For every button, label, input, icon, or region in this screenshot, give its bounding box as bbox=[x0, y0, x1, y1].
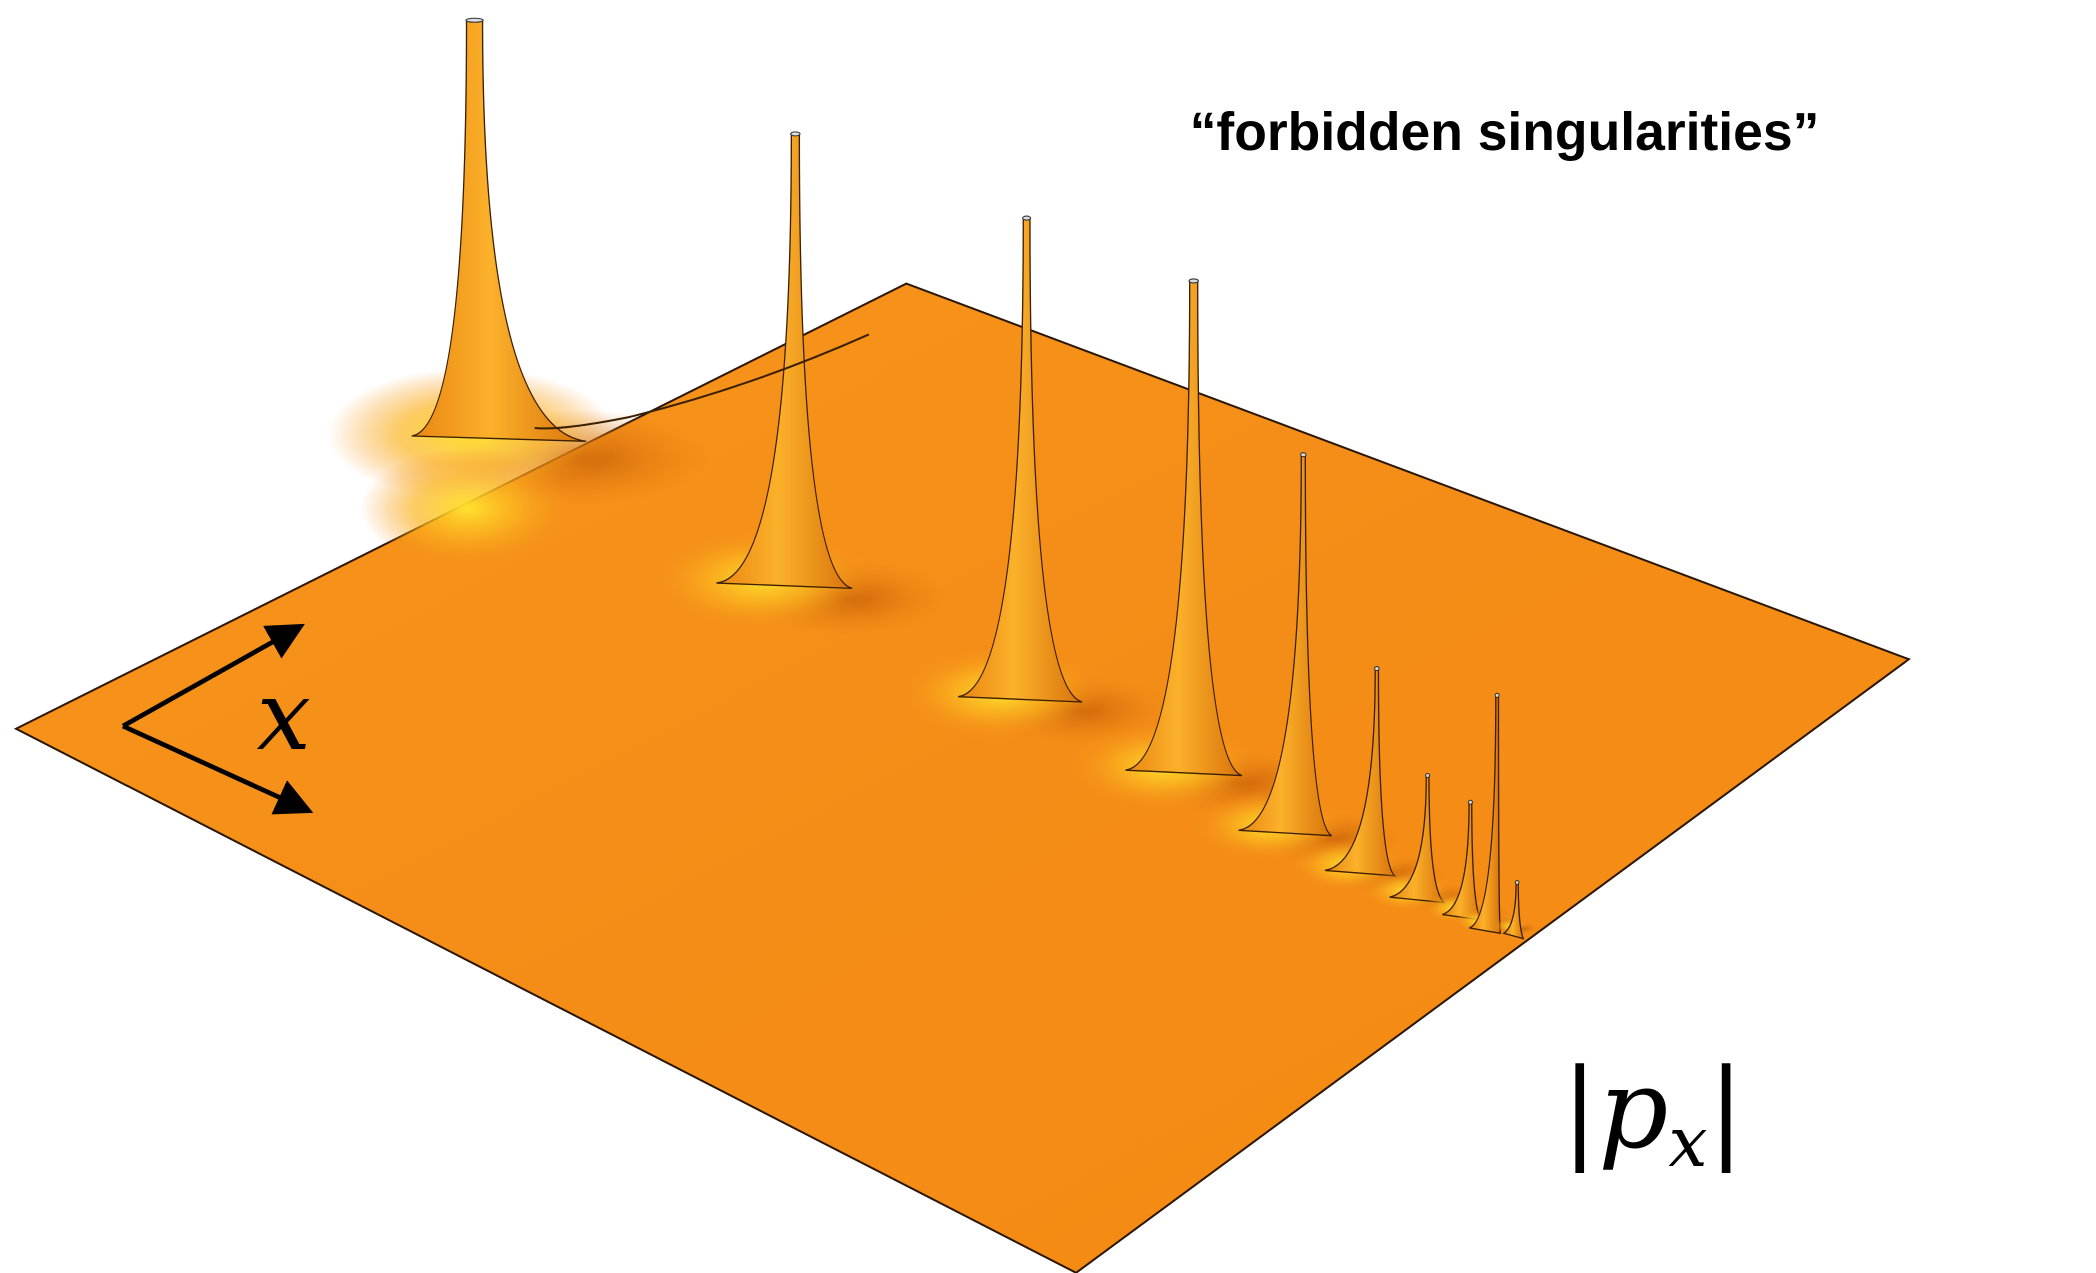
spike-tip bbox=[465, 17, 484, 23]
x-axis-label: x bbox=[257, 660, 311, 772]
axis-arrow bbox=[122, 723, 314, 815]
spike-tip bbox=[1022, 215, 1032, 221]
bar: | bbox=[1561, 1045, 1598, 1173]
spike-tip bbox=[1374, 666, 1380, 672]
ridge bbox=[534, 333, 870, 430]
p-axis-label: |px| bbox=[1561, 1045, 1744, 1183]
spike-tip bbox=[1514, 879, 1520, 885]
spike-tip bbox=[790, 131, 801, 137]
surface-features bbox=[327, 17, 1538, 940]
axis-arrow bbox=[121, 623, 305, 729]
glow bbox=[360, 448, 575, 569]
symbol: p bbox=[1598, 1045, 1668, 1173]
spike-tip bbox=[1494, 692, 1500, 698]
bar: | bbox=[1708, 1045, 1745, 1173]
spike-tip bbox=[1425, 772, 1431, 779]
annotation: “forbidden singularities” bbox=[1190, 103, 1820, 162]
spike-tip bbox=[1467, 799, 1473, 805]
subscript: x bbox=[1668, 1102, 1707, 1183]
spike-tip bbox=[1300, 452, 1307, 458]
spike-tip bbox=[1188, 278, 1199, 284]
